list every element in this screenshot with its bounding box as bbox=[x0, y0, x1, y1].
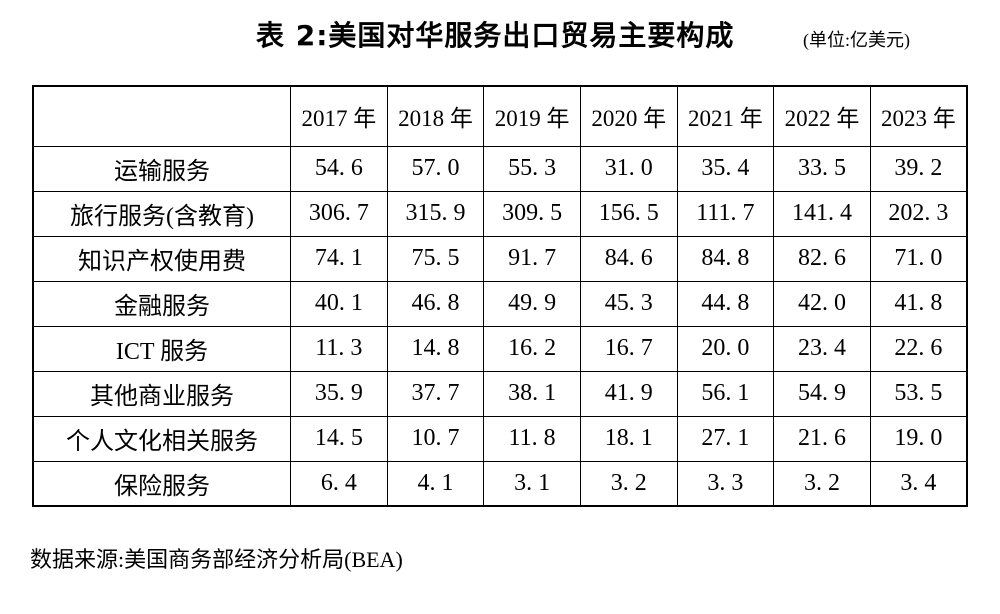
value-cell: 23. 4 bbox=[773, 325, 871, 372]
header-row: 2017 年 2018 年 2019 年 2020 年 2021 年 2022 年 2023… bbox=[32, 85, 968, 147]
value-cell: 42. 0 bbox=[773, 280, 871, 327]
value-cell: 82. 6 bbox=[773, 235, 871, 282]
row-label: 保险服务 bbox=[32, 460, 291, 507]
corner-cell bbox=[32, 85, 291, 147]
value-cell: 38. 1 bbox=[483, 370, 581, 417]
value-cell: 11. 3 bbox=[290, 325, 388, 372]
row-label: 其他商业服务 bbox=[32, 370, 291, 417]
value-cell: 31. 0 bbox=[579, 145, 678, 192]
value-cell: 4. 1 bbox=[386, 460, 485, 507]
value-cell: 3. 4 bbox=[869, 460, 968, 507]
value-cell: 91. 7 bbox=[483, 235, 581, 282]
year-header: 2022 年 bbox=[773, 85, 871, 147]
value-cell: 14. 5 bbox=[290, 415, 388, 462]
value-cell: 40. 1 bbox=[290, 280, 388, 327]
value-cell: 74. 1 bbox=[290, 235, 388, 282]
value-cell: 18. 1 bbox=[579, 415, 678, 462]
value-cell: 57. 0 bbox=[386, 145, 485, 192]
value-cell: 6. 4 bbox=[290, 460, 388, 507]
value-cell: 156. 5 bbox=[579, 190, 678, 237]
value-cell: 309. 5 bbox=[483, 190, 581, 237]
value-cell: 44. 8 bbox=[676, 280, 775, 327]
value-cell: 21. 6 bbox=[773, 415, 871, 462]
table-row: ICT 服务 11. 3 14. 8 16. 2 16. 7 20. 0 23. 4 22. … bbox=[32, 325, 968, 372]
value-cell: 46. 8 bbox=[386, 280, 485, 327]
value-cell: 75. 5 bbox=[386, 235, 485, 282]
value-cell: 16. 7 bbox=[579, 325, 678, 372]
table-row: 个人文化相关服务 14. 5 10. 7 11. 8 18. 1 27. 1 21. 6 19… bbox=[32, 415, 968, 462]
services-export-table: 2017 年 2018 年 2019 年 2020 年 2021 年 2022 年 2023… bbox=[32, 85, 968, 507]
year-header: 2023 年 bbox=[869, 85, 968, 147]
table-row: 金融服务 40. 1 46. 8 49. 9 45. 3 44. 8 42. 0 41. 8 bbox=[32, 280, 968, 327]
year-header: 2018 年 bbox=[386, 85, 485, 147]
table-row: 运输服务 54. 6 57. 0 55. 3 31. 0 35. 4 33. 5 39. 2 bbox=[32, 145, 968, 192]
row-label: ICT 服务 bbox=[32, 325, 291, 372]
value-cell: 315. 9 bbox=[386, 190, 485, 237]
value-cell: 27. 1 bbox=[676, 415, 775, 462]
value-cell: 49. 9 bbox=[483, 280, 581, 327]
value-cell: 35. 9 bbox=[290, 370, 388, 417]
table-row: 其他商业服务 35. 9 37. 7 38. 1 41. 9 56. 1 54. 9 53. … bbox=[32, 370, 968, 417]
value-cell: 20. 0 bbox=[676, 325, 775, 372]
value-cell: 84. 6 bbox=[579, 235, 678, 282]
year-header: 2021 年 bbox=[676, 85, 775, 147]
value-cell: 19. 0 bbox=[869, 415, 968, 462]
value-cell: 54. 9 bbox=[773, 370, 871, 417]
source-note: 数据来源:美国商务部经济分析局(BEA) bbox=[30, 547, 403, 572]
row-label: 金融服务 bbox=[32, 280, 291, 327]
value-cell: 56. 1 bbox=[676, 370, 775, 417]
value-cell: 202. 3 bbox=[869, 190, 968, 237]
value-cell: 41. 8 bbox=[869, 280, 968, 327]
value-cell: 3. 1 bbox=[483, 460, 581, 507]
row-label: 个人文化相关服务 bbox=[32, 415, 291, 462]
row-label: 旅行服务(含教育) bbox=[32, 190, 291, 237]
value-cell: 37. 7 bbox=[386, 370, 485, 417]
value-cell: 306. 7 bbox=[290, 190, 388, 237]
table-title: 表 2:美国对华服务出口贸易主要构成 bbox=[256, 19, 735, 52]
value-cell: 55. 3 bbox=[483, 145, 581, 192]
value-cell: 14. 8 bbox=[386, 325, 485, 372]
value-cell: 53. 5 bbox=[869, 370, 968, 417]
value-cell: 10. 7 bbox=[386, 415, 485, 462]
year-header: 2017 年 bbox=[290, 85, 388, 147]
value-cell: 54. 6 bbox=[290, 145, 388, 192]
table-row: 保险服务 6. 4 4. 1 3. 1 3. 2 3. 3 3. 2 3. 4 bbox=[32, 460, 968, 507]
value-cell: 33. 5 bbox=[773, 145, 871, 192]
table-row: 知识产权使用费 74. 1 75. 5 91. 7 84. 6 84. 8 82. 6 71.… bbox=[32, 235, 968, 282]
value-cell: 39. 2 bbox=[869, 145, 968, 192]
value-cell: 41. 9 bbox=[579, 370, 678, 417]
value-cell: 16. 2 bbox=[483, 325, 581, 372]
value-cell: 3. 3 bbox=[676, 460, 775, 507]
value-cell: 71. 0 bbox=[869, 235, 968, 282]
value-cell: 141. 4 bbox=[773, 190, 871, 237]
year-header: 2020 年 bbox=[579, 85, 678, 147]
value-cell: 45. 3 bbox=[579, 280, 678, 327]
value-cell: 35. 4 bbox=[676, 145, 775, 192]
row-label: 知识产权使用费 bbox=[32, 235, 291, 282]
table-header: 2017 年 2018 年 2019 年 2020 年 2021 年 2022 年 2023… bbox=[32, 85, 968, 147]
value-cell: 84. 8 bbox=[676, 235, 775, 282]
value-cell: 22. 6 bbox=[869, 325, 968, 372]
value-cell: 3. 2 bbox=[579, 460, 678, 507]
unit-note: (单位:亿美元) bbox=[803, 30, 910, 50]
row-label: 运输服务 bbox=[32, 145, 291, 192]
value-cell: 3. 2 bbox=[773, 460, 871, 507]
value-cell: 11. 8 bbox=[483, 415, 581, 462]
value-cell: 111. 7 bbox=[676, 190, 775, 237]
year-header: 2019 年 bbox=[483, 85, 581, 147]
